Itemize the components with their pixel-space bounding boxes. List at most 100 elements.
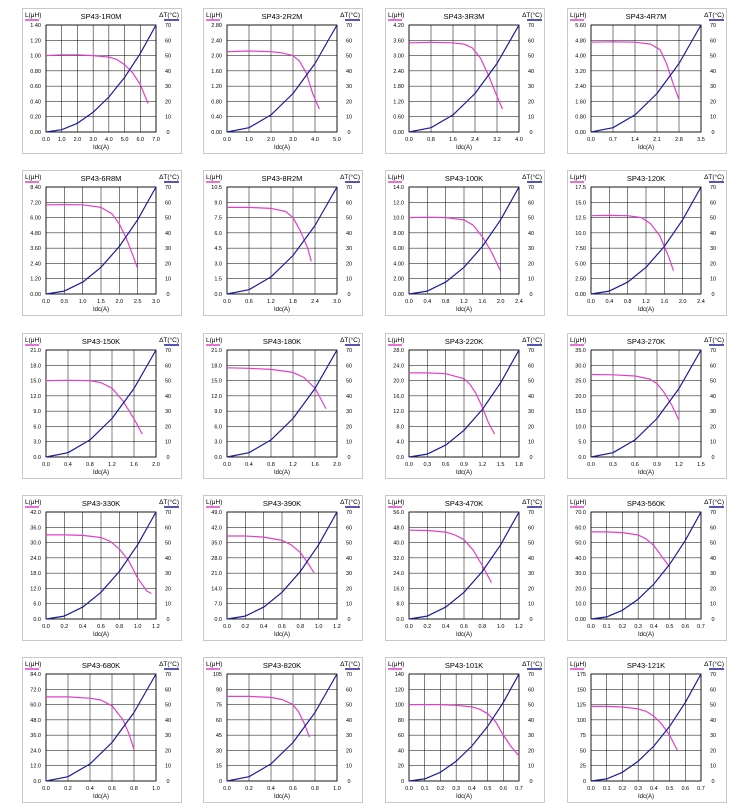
x-tick-label: 0.5: [666, 624, 674, 630]
chart-frame: [567, 8, 727, 154]
x-axis-label: Idc(A): [274, 794, 290, 800]
x-tick-label: 0.6: [460, 624, 468, 630]
y2-tick-label: 50: [710, 703, 716, 709]
y2-tick-label: 0: [166, 617, 169, 623]
inductance-curve: [46, 696, 135, 750]
x-axis-label: Idc(A): [456, 307, 472, 313]
chart-frame: [22, 170, 182, 316]
y-tick-label: 12.0: [30, 394, 41, 400]
plot-area-border: [590, 186, 702, 295]
y-axis-label: L(μH): [570, 337, 586, 344]
chart-title: SP43-680K: [82, 661, 120, 670]
chart-title: SP43-4R7M: [626, 12, 667, 21]
plot-area-border: [226, 511, 338, 620]
y-tick-label: 24.0: [393, 571, 404, 577]
y-tick-label: 12.0: [393, 200, 404, 206]
y2-tick-label: 30: [165, 571, 171, 577]
inductance-curve: [408, 41, 504, 110]
y-tick-label: 10.0: [575, 424, 586, 430]
y-tick-label: 50.0: [575, 541, 586, 547]
y2-tick-label: 60: [528, 38, 534, 44]
x-tick-label: 0.3: [424, 462, 432, 468]
y-tick-label: 10.0: [575, 231, 586, 237]
chart-frame: [567, 495, 727, 641]
plot-area-border: [590, 24, 702, 133]
y-tick-label: 0.0: [578, 455, 586, 461]
y2-tick-label: 50: [346, 216, 352, 222]
x-axis-label: Idc(A): [456, 632, 472, 638]
temperature-rise-curve: [45, 673, 157, 782]
x-axis-label: Idc(A): [93, 470, 109, 476]
y2-tick-label: 40: [346, 556, 352, 562]
x-tick-label: 2.0: [116, 299, 124, 305]
inductance-curve: [408, 216, 502, 272]
y2-axis-label: ΔT(°C): [340, 336, 360, 344]
y2-tick-label: 70: [710, 672, 716, 678]
y-tick-label: 9.0: [214, 200, 222, 206]
y-tick-label: 125: [577, 703, 586, 709]
y2-tick-label: 50: [710, 216, 716, 222]
y-tick-label: 3.60: [30, 246, 41, 252]
y2-tick-label: 10: [346, 602, 352, 608]
y-tick-label: 21.0: [211, 571, 222, 577]
x-tick-label: 0.0: [587, 137, 595, 143]
x-tick-label: 1.0: [79, 299, 87, 305]
x-tick-label: 1.6: [661, 299, 669, 305]
x-tick-label: 1.0: [134, 624, 142, 630]
x-tick-label: 2.5: [134, 299, 142, 305]
plot-area-border: [226, 349, 338, 458]
y-tick-label: 0.00: [211, 130, 222, 136]
y-tick-label: 35.0: [211, 541, 222, 547]
y2-tick-label: 10: [346, 440, 352, 446]
y-tick-label: 20.0: [575, 394, 586, 400]
chart-svg: L(μH) SP43-4R7M ΔT(°C)0.000.801.602.403.20…: [567, 8, 727, 154]
plot-area-border: [590, 511, 702, 620]
chart-title: SP43-150K: [82, 337, 120, 346]
chart-svg: L(μH) SP43-820K ΔT(°C) 0 15 30 45 60 75 90 105 0 10 2…: [203, 657, 363, 803]
y-tick-label: 0.40: [211, 115, 222, 121]
y2-tick-label: 10: [710, 277, 716, 283]
x-axis-label: Idc(A): [638, 307, 654, 313]
y2-axis-label: ΔT(°C): [704, 498, 724, 506]
y2-axis-label: ΔT(°C): [522, 660, 542, 668]
chart-title: SP43-270K: [627, 337, 665, 346]
y-axis-label: L(μH): [25, 661, 41, 668]
x-tick-label: 0.8: [479, 624, 487, 630]
y2-tick-label: 0: [166, 779, 169, 785]
y-tick-label: 3.0: [33, 440, 41, 446]
y-tick-label: 50: [580, 748, 586, 754]
y2-tick-label: 40: [710, 556, 716, 562]
y-tick-label: 6.0: [33, 602, 41, 608]
chart-frame: [22, 8, 182, 154]
x-tick-label: 0.0: [587, 624, 595, 630]
y-axis-label: L(μH): [25, 337, 41, 344]
inductance-curve: [227, 535, 315, 574]
x-tick-label: 6.0: [136, 137, 144, 143]
y-tick-label: 48.0: [30, 718, 41, 724]
x-tick-label: 0.2: [242, 624, 250, 630]
y-tick-label: 18.0: [30, 363, 41, 369]
y2-tick-label: 60: [710, 200, 716, 206]
plot-area-border: [45, 673, 157, 782]
temperature-rise-curve: [226, 24, 338, 133]
y2-tick-label: 60: [528, 200, 534, 206]
y2-tick-label: 10: [165, 115, 171, 121]
x-tick-label: 2.8: [675, 137, 683, 143]
y2-tick-label: 30: [346, 733, 352, 739]
x-tick-label: 0.0: [42, 624, 50, 630]
y-tick-label: 17.5: [575, 185, 586, 191]
y2-tick-label: 70: [528, 185, 534, 191]
y2-tick-label: 30: [710, 84, 716, 90]
y2-axis-label: ΔT(°C): [159, 173, 179, 181]
x-tick-label: 0.2: [61, 624, 69, 630]
plot-area-border: [45, 349, 157, 458]
y-tick-label: 105: [213, 672, 222, 678]
y2-tick-label: 60: [165, 687, 171, 693]
y-tick-label: 1.60: [575, 99, 586, 105]
y2-tick-label: 30: [346, 571, 352, 577]
x-tick-label: 0.4: [468, 786, 476, 792]
x-tick-label: 0.2: [64, 786, 72, 792]
y-tick-label: 0.0: [214, 292, 222, 298]
chart-title: SP43-330K: [82, 499, 120, 508]
y2-tick-label: 50: [165, 379, 171, 385]
